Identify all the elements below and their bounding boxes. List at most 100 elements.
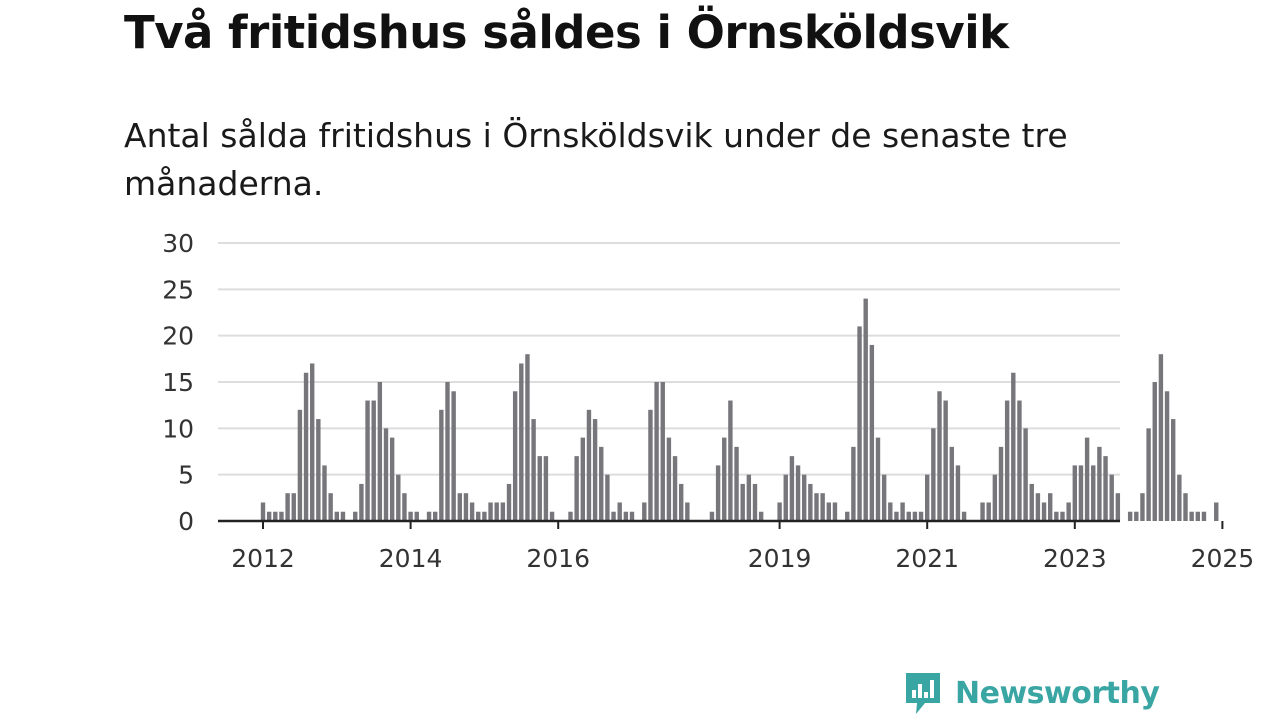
bar (1140, 493, 1145, 521)
bar (728, 400, 733, 521)
bar (402, 493, 407, 521)
bar (303, 372, 309, 521)
bar (1084, 437, 1090, 521)
bar (377, 382, 383, 521)
bar (328, 493, 333, 521)
bar (1201, 511, 1207, 521)
bar (1035, 493, 1041, 521)
bar (371, 400, 376, 521)
bar (586, 409, 592, 521)
bar (857, 326, 862, 521)
bar (414, 511, 419, 521)
bar (1091, 465, 1096, 521)
latest-value-label: 2 (1233, 0, 1249, 6)
x-axis: 2012 2014 2016 2019 2021 2023 2025 (231, 521, 1254, 573)
bar (519, 363, 524, 521)
bar (734, 446, 739, 521)
bar (623, 511, 629, 521)
bar (1097, 446, 1102, 521)
bar (900, 502, 905, 521)
bar (537, 456, 542, 521)
bar (1152, 382, 1157, 521)
bar (906, 511, 911, 521)
bar (1171, 419, 1176, 521)
bar (500, 502, 506, 521)
bar (666, 437, 672, 521)
y-tick-label: 5 (178, 461, 194, 490)
bar (445, 382, 450, 521)
bars (260, 298, 1219, 521)
bar (949, 446, 954, 521)
bar (531, 419, 536, 521)
bar (592, 419, 598, 521)
newsworthy-wordmark: Newsworthy (955, 675, 1160, 711)
bar (408, 511, 413, 521)
chart-title: Två fritidshus såldes i Örnsköldsvik (124, 6, 1009, 59)
bar (918, 511, 924, 521)
bar (439, 409, 444, 521)
bar (568, 511, 573, 521)
bar (648, 409, 653, 521)
bar (654, 382, 659, 521)
bar (826, 502, 831, 521)
bar (340, 511, 346, 521)
bar (494, 502, 499, 521)
bar (1072, 465, 1077, 521)
newsworthy-logo: Newsworthy (903, 670, 1160, 716)
bar (820, 493, 825, 521)
bar (1195, 511, 1200, 521)
bar (679, 483, 684, 521)
bar (685, 502, 690, 521)
bar (992, 474, 998, 521)
y-axis: 0 5 10 15 20 25 30 (162, 229, 194, 536)
bar (291, 493, 296, 521)
bar (955, 465, 961, 521)
bar (1054, 511, 1059, 521)
bar (365, 400, 370, 521)
bar (986, 502, 991, 521)
bar (359, 483, 364, 521)
x-tick-label: 2016 (526, 544, 590, 573)
y-tick-label: 30 (162, 229, 194, 258)
bar (998, 446, 1004, 521)
bar (353, 511, 358, 521)
bar (1066, 502, 1071, 521)
bar (937, 391, 942, 521)
bar (310, 363, 315, 521)
bar (451, 391, 456, 521)
bar (543, 456, 549, 521)
bar (322, 465, 327, 521)
bar (1183, 493, 1188, 521)
bar (506, 483, 512, 521)
bar (845, 511, 850, 521)
bar (482, 511, 487, 521)
bar (1164, 391, 1170, 521)
bar (273, 511, 278, 521)
bar (1029, 483, 1034, 521)
y-tick-label: 20 (162, 322, 194, 351)
x-tick-label: 2021 (895, 544, 959, 573)
newsworthy-logo-icon (906, 673, 940, 714)
bar (617, 502, 622, 521)
bar (980, 502, 985, 521)
bar (715, 465, 721, 521)
bar (808, 483, 813, 521)
y-tick-label: 15 (162, 368, 194, 397)
bar (1060, 511, 1065, 521)
bar (426, 511, 432, 521)
bar (869, 344, 875, 521)
bar (912, 511, 918, 521)
bar (580, 437, 585, 521)
y-tick-label: 0 (178, 507, 194, 536)
bar (746, 474, 752, 521)
bar (476, 511, 481, 521)
x-tick-label: 2019 (748, 544, 812, 573)
bar (1103, 456, 1108, 521)
bar (611, 511, 616, 521)
bar (1177, 474, 1182, 521)
bar (814, 493, 819, 521)
bar (851, 446, 856, 521)
bar (334, 511, 339, 521)
bar (1023, 428, 1028, 521)
